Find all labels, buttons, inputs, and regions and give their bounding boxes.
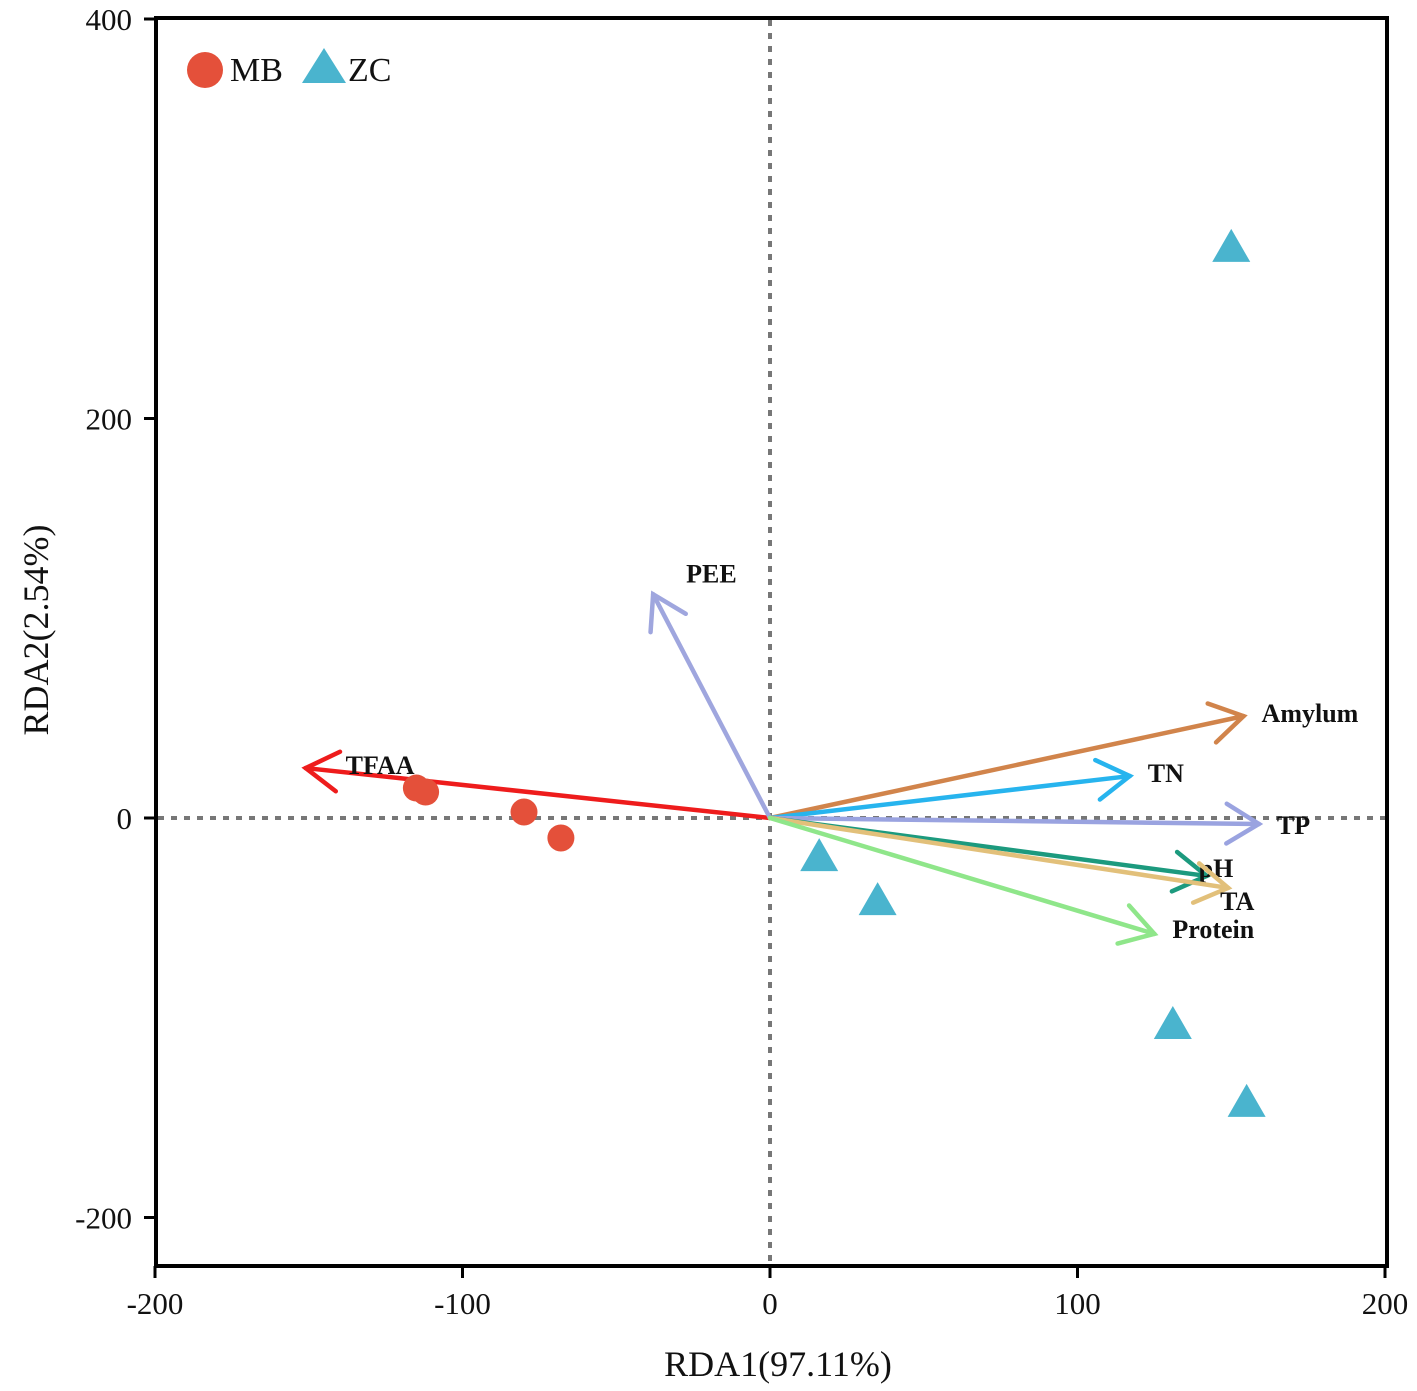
sample-point-mb xyxy=(510,798,538,826)
sample-point-zc xyxy=(1212,228,1251,262)
vector-amylum-arrowhead xyxy=(1205,701,1248,745)
reference-lines xyxy=(158,20,1385,1264)
vector-protein-label: Protein xyxy=(1172,915,1254,944)
sample-point-zc xyxy=(1153,1005,1192,1039)
vector-tp-label: TP xyxy=(1277,811,1310,840)
vector-ta xyxy=(767,815,1231,891)
vector-tp xyxy=(767,815,1262,827)
sample-point-zc xyxy=(800,838,839,872)
sample-point-mb xyxy=(547,824,575,852)
vector-tfaa-label: TFAA xyxy=(346,751,415,780)
legend-zc-marker xyxy=(302,48,346,83)
x-tick-label: -100 xyxy=(434,1286,491,1321)
y-tick-label: 200 xyxy=(86,402,133,437)
vector-ta-label: TA xyxy=(1220,887,1254,916)
vector-amylum xyxy=(767,713,1246,821)
y-tick-label: 0 xyxy=(117,801,133,836)
vector-pee-arrowhead xyxy=(648,590,689,635)
vector-pee xyxy=(650,592,773,821)
vector-ph-arrowhead xyxy=(1169,849,1211,894)
vector-tn-label: TN xyxy=(1148,759,1184,788)
x-tick-label: 200 xyxy=(1362,1286,1409,1321)
x-tick-label: 0 xyxy=(762,1286,778,1321)
vector-tn xyxy=(767,773,1133,821)
vector-tp-arrowhead xyxy=(1224,801,1264,846)
vector-ta-arrowhead xyxy=(1190,861,1233,905)
vector-protein xyxy=(767,815,1157,937)
x-tick-label: -200 xyxy=(127,1286,184,1321)
vector-tfaa xyxy=(303,765,773,821)
vector-protein-arrowhead xyxy=(1115,903,1159,946)
vector-pee-label: PEE xyxy=(686,559,737,588)
sample-point-mb xyxy=(412,778,440,806)
vector-amylum-label: Amylum xyxy=(1262,699,1359,728)
legend-mb-marker xyxy=(187,52,223,88)
sample-point-zc xyxy=(1227,1083,1266,1117)
x-tick-label: 100 xyxy=(1054,1286,1101,1321)
sample-point-zc xyxy=(858,882,897,916)
y-tick-label: 400 xyxy=(86,2,133,37)
legend-mb-label: MB xyxy=(230,52,283,89)
sample-points xyxy=(402,228,1266,1117)
x-axis-title: RDA1(97.11%) xyxy=(664,1344,892,1384)
legend: MB ZC xyxy=(187,48,391,89)
legend-zc-label: ZC xyxy=(348,52,391,89)
vector-tn-arrowhead xyxy=(1093,757,1135,802)
y-tick-label: -200 xyxy=(75,1201,132,1236)
axis-ticks: -200 -100 0 100 200 -200 0 200 400 xyxy=(75,2,1408,1321)
vector-tfaa-arrowhead xyxy=(301,749,343,794)
y-axis-title: RDA2(2.54%) xyxy=(16,525,56,736)
